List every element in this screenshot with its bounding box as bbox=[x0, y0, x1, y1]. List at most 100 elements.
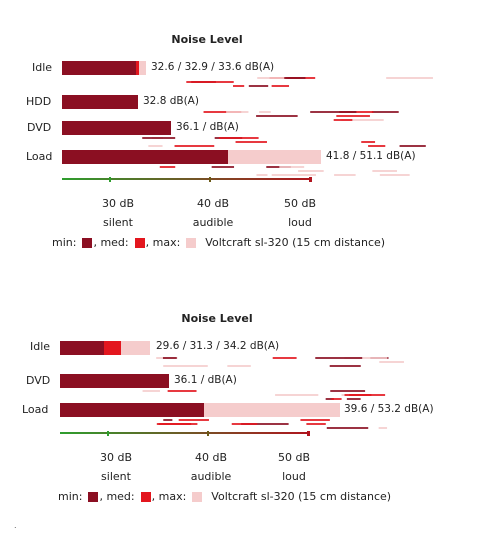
noise-streak bbox=[241, 423, 289, 425]
tick-label-50: 50 dB loud bbox=[264, 448, 324, 486]
noise-streak bbox=[158, 423, 198, 425]
noise-streak bbox=[266, 166, 291, 168]
noise-streak bbox=[231, 423, 258, 425]
noise-streak bbox=[315, 357, 363, 359]
noise-streak bbox=[346, 398, 361, 400]
value-label-load: 39.6 / 53.2 dB(A) bbox=[344, 403, 434, 415]
legend-min-swatch bbox=[82, 237, 93, 248]
category-label-idle: Idle bbox=[32, 61, 53, 74]
legend-max-swatch bbox=[192, 491, 203, 502]
x-tick-30 bbox=[109, 177, 111, 182]
category-label-dvd: DVD bbox=[26, 374, 51, 387]
noise-streak bbox=[159, 166, 176, 168]
noise-streak bbox=[178, 419, 209, 421]
chart-1-plot bbox=[62, 61, 433, 182]
tick-label-30: 30 dB silent bbox=[86, 448, 146, 486]
noise-streak bbox=[325, 398, 334, 400]
noise-streak bbox=[148, 145, 163, 147]
noise-streak bbox=[271, 85, 290, 87]
noise-streak bbox=[226, 111, 249, 113]
legend: min: , med: , max: Voltcraft sl-320 (15 … bbox=[52, 236, 385, 249]
legend-med-swatch bbox=[140, 491, 151, 502]
noise-streak bbox=[162, 357, 177, 359]
tick-label-50: 50 dB loud bbox=[270, 194, 330, 232]
noise-streak bbox=[235, 141, 267, 143]
tick-sub: audible bbox=[190, 470, 232, 483]
tick-sub: audible bbox=[192, 216, 234, 229]
x-tick-40 bbox=[209, 177, 211, 182]
noise-streak bbox=[257, 77, 286, 79]
x-axis-end bbox=[310, 177, 312, 182]
legend-min-label: min: bbox=[58, 490, 83, 503]
value-label-dvd: 36.1 / dB(A) bbox=[176, 121, 239, 133]
tick-label-40: 40 dB audible bbox=[181, 448, 241, 486]
noise-streak bbox=[227, 365, 251, 367]
noise-streak bbox=[256, 115, 298, 117]
noise-chart-1: Noise Level Idle HDD DVD Load 32.6 / 32.… bbox=[0, 0, 477, 270]
noise-streak bbox=[341, 119, 384, 121]
tick-value: 50 dB bbox=[277, 451, 311, 464]
noise-streak bbox=[336, 115, 370, 117]
value-label-load: 41.8 / 51.1 dB(A) bbox=[326, 150, 416, 162]
noise-streak bbox=[310, 111, 357, 113]
stray-dot: . bbox=[14, 521, 17, 530]
noise-streak bbox=[142, 390, 160, 392]
value-label-dvd: 36.1 / dB(A) bbox=[174, 374, 237, 386]
noise-streak bbox=[371, 111, 399, 113]
tick-label-30: 30 dB silent bbox=[88, 194, 148, 232]
legend-med-swatch bbox=[134, 237, 145, 248]
noise-streak bbox=[279, 166, 305, 168]
noise-streak bbox=[218, 137, 259, 139]
noise-streak bbox=[271, 174, 316, 176]
noise-streak bbox=[259, 111, 271, 113]
category-label-idle: Idle bbox=[30, 340, 51, 353]
noise-streak bbox=[330, 390, 366, 392]
legend-med-label: , med: bbox=[99, 490, 135, 503]
value-label-idle: 29.6 / 31.3 / 34.2 dB(A) bbox=[156, 340, 280, 352]
tick-value: 50 dB bbox=[283, 197, 317, 210]
tick-sub: loud bbox=[282, 470, 306, 483]
noise-streak bbox=[275, 394, 319, 396]
noise-streak bbox=[326, 427, 369, 429]
noise-streak bbox=[142, 137, 176, 139]
x-axis-line bbox=[60, 432, 310, 434]
noise-streak bbox=[163, 419, 173, 421]
legend-device: Voltcraft sl-320 (15 cm distance) bbox=[211, 490, 392, 503]
noise-streak bbox=[399, 145, 426, 147]
noise-streak bbox=[386, 77, 433, 79]
bar-min-idle bbox=[62, 61, 136, 75]
noise-streak bbox=[284, 77, 306, 79]
noise-streak bbox=[233, 85, 245, 87]
value-label-hdd: 32.8 dB(A) bbox=[143, 95, 199, 107]
noise-streak bbox=[298, 170, 324, 172]
noise-streak bbox=[379, 361, 404, 363]
noise-streak bbox=[361, 141, 376, 143]
bar-min-load bbox=[60, 403, 204, 417]
x-tick-30 bbox=[107, 431, 109, 436]
legend-min-swatch bbox=[88, 491, 99, 502]
tick-value: 40 dB bbox=[194, 451, 228, 464]
tick-sub: silent bbox=[101, 470, 131, 483]
noise-chart-2: Noise Level Idle DVD Load 29.6 / 31.3 / … bbox=[0, 300, 477, 530]
category-label-hdd: HDD bbox=[26, 95, 52, 108]
noise-streak bbox=[272, 357, 297, 359]
value-label-idle: 32.6 / 32.9 / 33.6 dB(A) bbox=[151, 61, 275, 73]
noise-streak bbox=[378, 427, 388, 429]
noise-streak bbox=[203, 111, 242, 113]
category-label-load: Load bbox=[26, 150, 53, 163]
noise-streak bbox=[300, 419, 330, 421]
bar-min-load bbox=[62, 150, 228, 164]
tick-sub: loud bbox=[288, 216, 312, 229]
bar-min-dvd bbox=[60, 374, 169, 388]
noise-streak bbox=[334, 174, 356, 176]
chart-2-plot bbox=[60, 341, 404, 436]
noise-streak bbox=[248, 85, 269, 87]
category-label-dvd: DVD bbox=[27, 121, 52, 134]
noise-streak bbox=[167, 390, 197, 392]
x-tick-40 bbox=[207, 431, 209, 436]
tick-value: 30 dB bbox=[99, 451, 133, 464]
tick-sub: silent bbox=[103, 216, 133, 229]
legend-min-label: min: bbox=[52, 236, 77, 249]
category-label-load: Load bbox=[22, 403, 49, 416]
noise-streak bbox=[344, 394, 386, 396]
